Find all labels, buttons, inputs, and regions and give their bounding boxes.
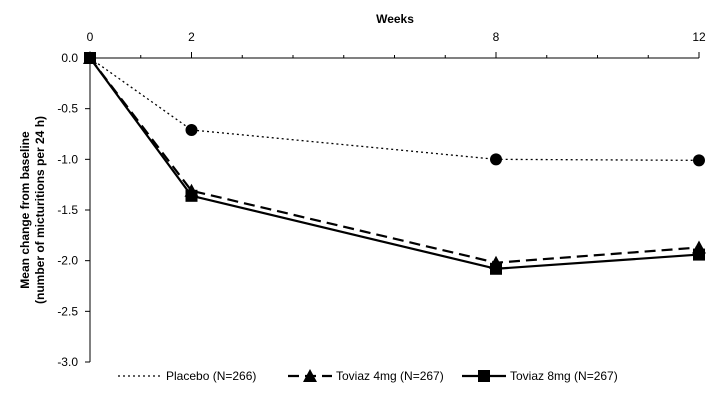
legend-label-square: Toviaz 8mg (N=267) <box>510 369 618 383</box>
y-tick-label: -0.5 <box>57 102 78 116</box>
legend-marker-triangle <box>303 369 317 382</box>
legend-marker-square <box>478 370 490 382</box>
data-point-square <box>693 248 705 261</box>
x-tick-label: 2 <box>188 30 195 44</box>
data-point-square <box>490 262 502 275</box>
y-tick-label: -3.0 <box>57 355 78 369</box>
series-line-triangle <box>89 57 700 264</box>
series-line-circle <box>89 57 700 161</box>
x-tick-label: 0 <box>87 30 94 44</box>
y-axis-title-line1: Mean change from baseline <box>18 131 32 289</box>
legend: Placebo (N=266) Toviaz 4mg (N=267) Toviaz … <box>118 369 618 383</box>
legend-label-triangle: Toviaz 4mg (N=267) <box>336 369 444 383</box>
data-point-circle <box>185 123 198 136</box>
data-point-circle <box>490 153 502 166</box>
axes <box>89 57 699 362</box>
data-point-circle <box>693 154 705 167</box>
data-point-square <box>84 52 96 64</box>
data-point-square <box>185 189 198 202</box>
x-tick-label: 12 <box>692 30 706 44</box>
series-markers <box>83 51 706 275</box>
x-tick-label: 8 <box>493 30 500 44</box>
y-axis-ticks: 0.0 -0.5 -1.0 -1.5 -2.0 -2.5 -3.0 <box>57 51 90 369</box>
y-tick-label: -1.5 <box>57 203 78 217</box>
series-line-square <box>89 57 700 270</box>
y-axis-title-line2: (number of micturitions per 24 h) <box>33 116 47 304</box>
y-tick-label: 0.0 <box>61 51 78 65</box>
y-tick-label: -2.5 <box>57 304 78 318</box>
x-axis-title: Weeks <box>376 12 414 26</box>
series-lines <box>89 57 700 270</box>
x-axis-ticks: 0 2 8 12 <box>87 30 706 58</box>
legend-label-circle: Placebo (N=266) <box>166 369 256 383</box>
y-tick-label: -2.0 <box>57 254 78 268</box>
y-tick-label: -1.0 <box>57 152 78 166</box>
